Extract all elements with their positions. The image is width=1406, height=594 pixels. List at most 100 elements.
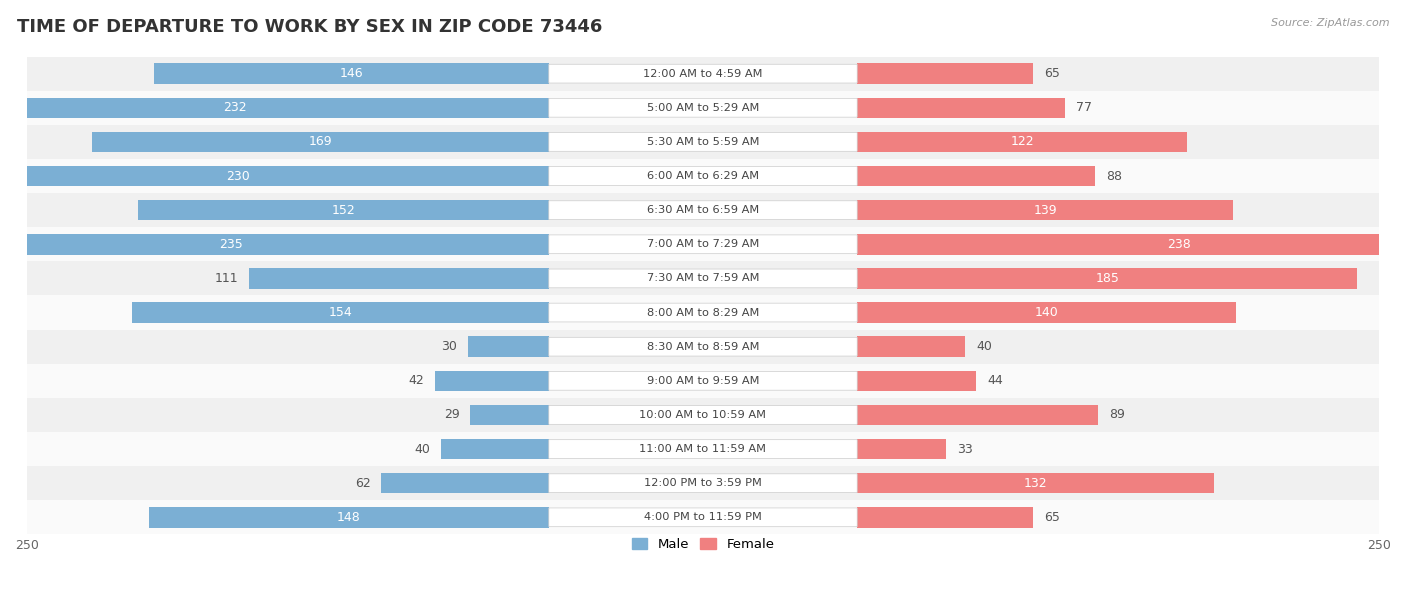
FancyBboxPatch shape [548, 303, 858, 322]
Bar [149, 507, 548, 527]
Text: 146: 146 [340, 67, 363, 80]
Text: 111: 111 [214, 272, 238, 285]
FancyBboxPatch shape [548, 440, 858, 459]
FancyBboxPatch shape [548, 99, 858, 117]
Text: Source: ZipAtlas.com: Source: ZipAtlas.com [1271, 18, 1389, 28]
Text: 65: 65 [1043, 67, 1060, 80]
FancyBboxPatch shape [548, 337, 858, 356]
Bar [436, 371, 548, 391]
Text: 89: 89 [1109, 409, 1125, 421]
Text: 6:00 AM to 6:29 AM: 6:00 AM to 6:29 AM [647, 171, 759, 181]
Text: 122: 122 [1011, 135, 1033, 148]
Bar [27, 91, 1379, 125]
Bar [27, 56, 1379, 91]
Text: 42: 42 [409, 374, 425, 387]
Text: 11:00 AM to 11:59 AM: 11:00 AM to 11:59 AM [640, 444, 766, 454]
FancyBboxPatch shape [548, 406, 858, 424]
Bar [249, 268, 548, 289]
Text: 139: 139 [1033, 204, 1057, 217]
Bar [858, 507, 1033, 527]
Bar [27, 125, 1379, 159]
FancyBboxPatch shape [548, 269, 858, 288]
Bar [138, 200, 548, 220]
Bar [27, 261, 1379, 295]
Legend: Male, Female: Male, Female [626, 533, 780, 557]
Text: 30: 30 [441, 340, 457, 353]
Text: 8:30 AM to 8:59 AM: 8:30 AM to 8:59 AM [647, 342, 759, 352]
Bar [0, 234, 548, 255]
FancyBboxPatch shape [548, 508, 858, 527]
Bar [858, 268, 1357, 289]
Text: 4:00 PM to 11:59 PM: 4:00 PM to 11:59 PM [644, 513, 762, 522]
Text: 77: 77 [1076, 101, 1092, 114]
Bar [27, 193, 1379, 228]
Bar [858, 200, 1233, 220]
Bar [132, 302, 548, 323]
Text: 169: 169 [308, 135, 332, 148]
Bar [858, 439, 946, 459]
Bar [0, 166, 548, 187]
Bar [858, 473, 1215, 494]
FancyBboxPatch shape [548, 474, 858, 492]
Text: 44: 44 [987, 374, 1002, 387]
Bar [27, 159, 1379, 193]
Bar [858, 64, 1033, 84]
Text: 62: 62 [354, 477, 370, 489]
Bar [27, 466, 1379, 500]
Text: 33: 33 [957, 443, 973, 456]
Bar [858, 132, 1187, 152]
Text: 140: 140 [1035, 306, 1059, 319]
Text: 40: 40 [413, 443, 430, 456]
Bar [858, 97, 1066, 118]
Bar [858, 371, 976, 391]
Bar [91, 132, 548, 152]
Text: 88: 88 [1107, 169, 1122, 182]
Text: 154: 154 [329, 306, 353, 319]
Bar [27, 330, 1379, 364]
Text: 65: 65 [1043, 511, 1060, 524]
Text: 235: 235 [219, 238, 243, 251]
FancyBboxPatch shape [548, 371, 858, 390]
Bar [0, 97, 548, 118]
Text: 232: 232 [224, 101, 247, 114]
Bar [27, 295, 1379, 330]
Text: 12:00 PM to 3:59 PM: 12:00 PM to 3:59 PM [644, 478, 762, 488]
Bar [27, 398, 1379, 432]
Bar [858, 336, 966, 357]
Text: 5:30 AM to 5:59 AM: 5:30 AM to 5:59 AM [647, 137, 759, 147]
FancyBboxPatch shape [548, 201, 858, 220]
Text: 6:30 AM to 6:59 AM: 6:30 AM to 6:59 AM [647, 205, 759, 215]
FancyBboxPatch shape [548, 132, 858, 151]
Text: 10:00 AM to 10:59 AM: 10:00 AM to 10:59 AM [640, 410, 766, 420]
FancyBboxPatch shape [548, 64, 858, 83]
Bar [471, 405, 548, 425]
Bar [468, 336, 548, 357]
Bar [27, 364, 1379, 398]
Text: 230: 230 [226, 169, 250, 182]
Bar [155, 64, 548, 84]
Text: 132: 132 [1024, 477, 1047, 489]
Text: 185: 185 [1095, 272, 1119, 285]
Text: 7:30 AM to 7:59 AM: 7:30 AM to 7:59 AM [647, 273, 759, 283]
Text: 29: 29 [444, 409, 460, 421]
Bar [858, 405, 1098, 425]
Bar [27, 500, 1379, 535]
Text: 238: 238 [1167, 238, 1191, 251]
Text: 152: 152 [332, 204, 356, 217]
Bar [858, 302, 1236, 323]
Bar [858, 166, 1095, 187]
Text: 9:00 AM to 9:59 AM: 9:00 AM to 9:59 AM [647, 376, 759, 386]
Bar [27, 228, 1379, 261]
Text: 8:00 AM to 8:29 AM: 8:00 AM to 8:29 AM [647, 308, 759, 318]
Bar [440, 439, 548, 459]
Text: TIME OF DEPARTURE TO WORK BY SEX IN ZIP CODE 73446: TIME OF DEPARTURE TO WORK BY SEX IN ZIP … [17, 18, 602, 36]
Text: 7:00 AM to 7:29 AM: 7:00 AM to 7:29 AM [647, 239, 759, 249]
Text: 5:00 AM to 5:29 AM: 5:00 AM to 5:29 AM [647, 103, 759, 113]
Bar [858, 234, 1406, 255]
FancyBboxPatch shape [548, 167, 858, 185]
FancyBboxPatch shape [548, 235, 858, 254]
Bar [27, 432, 1379, 466]
Text: 148: 148 [337, 511, 360, 524]
Bar [381, 473, 548, 494]
Text: 40: 40 [976, 340, 993, 353]
